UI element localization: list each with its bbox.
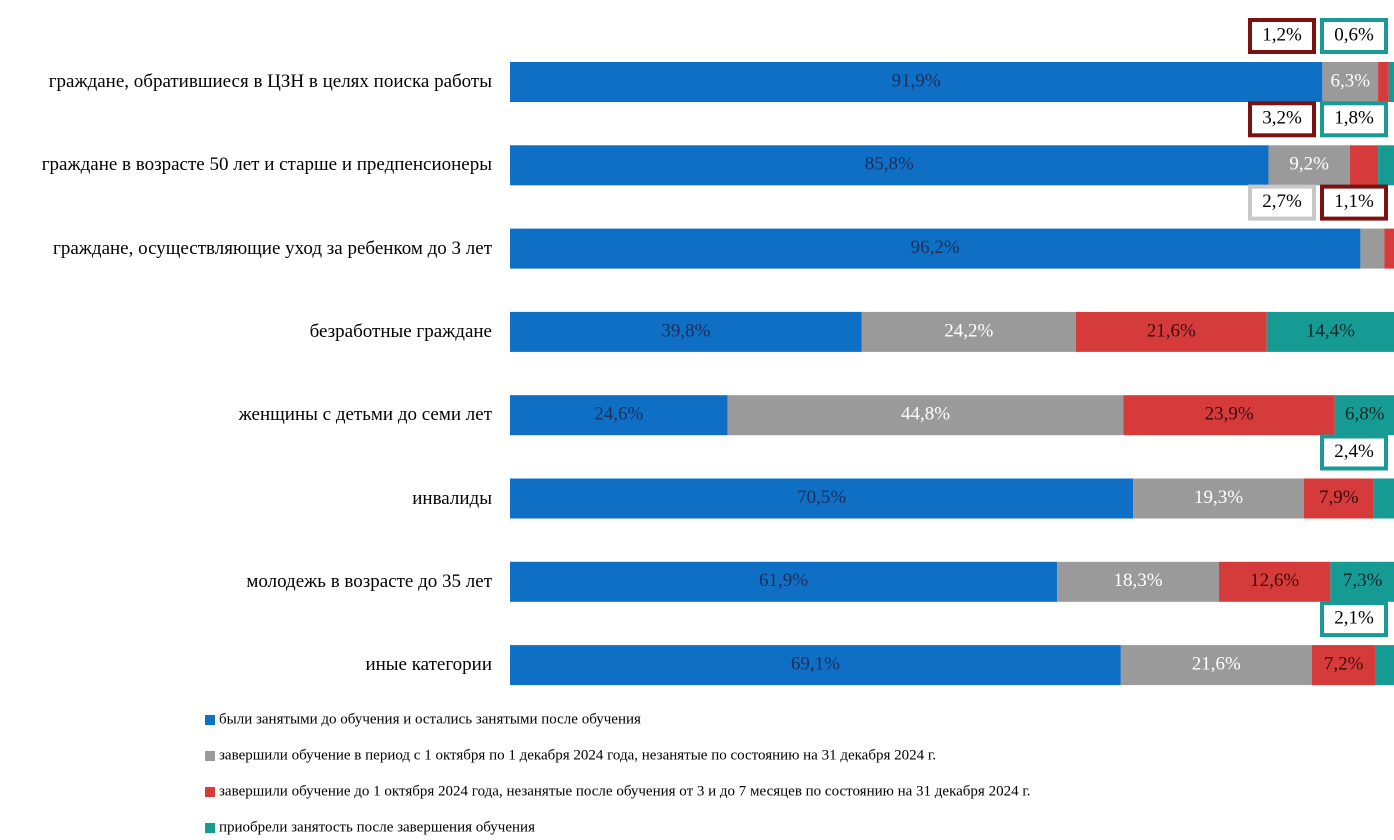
bar-segment	[1349, 145, 1379, 186]
bar-segment	[1311, 645, 1376, 686]
category-label: инвалиды	[0, 488, 492, 510]
category-label: молодежь в возрасте до 35 лет	[0, 571, 492, 593]
value-label: 61,9%	[759, 570, 808, 591]
label-box	[1320, 18, 1388, 54]
legend-label: завершили обучение до 1 октября 2024 год…	[219, 783, 1031, 799]
value-label: 1,1%	[1334, 191, 1374, 212]
legend-label: завершили обучение в период с 1 октября …	[219, 747, 936, 763]
label-box	[1248, 101, 1316, 138]
category-label: женщины с детьми до семи лет	[0, 404, 492, 426]
bar-segment	[1378, 145, 1394, 186]
legend-swatch	[205, 751, 215, 761]
bar-segment	[1360, 228, 1385, 269]
bar-segment	[1388, 62, 1394, 102]
category-text: граждане, обратившиеся в ЦЗН в целях пои…	[48, 71, 492, 92]
value-label: 21,6%	[1192, 653, 1241, 674]
category-text: граждане, осуществляющие уход за ребенко…	[53, 237, 492, 259]
label-box	[1320, 184, 1388, 221]
value-label: 9,2%	[1289, 154, 1329, 175]
label-box	[1320, 434, 1388, 471]
bar-segment	[510, 145, 1269, 186]
bar-segment	[1266, 311, 1394, 352]
bar-segment	[1334, 395, 1394, 436]
value-label: 24,2%	[944, 320, 993, 341]
bar-segment	[510, 395, 728, 436]
label-box	[1320, 101, 1388, 138]
value-label: 7,2%	[1324, 653, 1364, 674]
value-label: 2,4%	[1334, 441, 1374, 462]
value-label: 2,7%	[1262, 191, 1302, 212]
label-box	[1248, 18, 1316, 54]
value-label: 6,8%	[1345, 404, 1385, 425]
value-label: 0,6%	[1334, 24, 1374, 45]
value-label: 2,1%	[1334, 607, 1374, 628]
category-text: граждане в возрасте 50 лет и старше и пр…	[41, 154, 492, 176]
bar-segment	[1378, 62, 1389, 102]
value-label: 14,4%	[1306, 320, 1355, 341]
bar-segment	[1123, 395, 1335, 436]
legend-swatch	[205, 715, 215, 725]
value-label: 19,3%	[1194, 487, 1243, 508]
bar-segment	[510, 645, 1121, 686]
bar-segment	[1120, 645, 1312, 686]
category-text: молодежь в возрасте до 35 лет	[246, 570, 492, 592]
value-label: 21,6%	[1147, 320, 1196, 341]
bar-segment	[510, 561, 1058, 602]
value-label: 70,5%	[797, 487, 846, 508]
value-label: 44,8%	[901, 404, 950, 425]
value-label: 39,8%	[661, 320, 710, 341]
legend-label: были занятыми до обучения и остались зан…	[219, 711, 641, 727]
bar-segment	[1384, 228, 1394, 269]
bar-segment	[1322, 62, 1379, 102]
value-label: 7,3%	[1343, 570, 1383, 591]
bar-segment	[861, 311, 1076, 352]
value-label: 96,2%	[911, 237, 960, 258]
legend-label: приобрели занятость после завершения обу…	[219, 819, 535, 835]
value-label: 7,9%	[1319, 487, 1359, 508]
category-label: иные категории	[0, 654, 492, 676]
bar-segment	[1375, 645, 1394, 686]
value-label: 23,9%	[1205, 404, 1254, 425]
value-label: 1,2%	[1262, 24, 1302, 45]
bar-segment	[510, 478, 1134, 519]
bar-segment	[1133, 478, 1304, 519]
bar-segment	[1268, 145, 1350, 186]
category-label: граждане в возрасте 50 лет и старше и пр…	[0, 154, 492, 176]
category-text: женщины с детьми до семи лет	[238, 404, 492, 426]
bar-segment	[1303, 478, 1374, 519]
value-label: 91,9%	[892, 70, 941, 91]
legend-swatch	[205, 823, 215, 833]
category-label: безработные граждане	[0, 321, 492, 343]
category-label: граждане, обратившиеся в ЦЗН в целях пои…	[0, 71, 492, 93]
label-box	[1248, 184, 1316, 221]
value-label: 6,3%	[1330, 70, 1370, 91]
value-label: 12,6%	[1250, 570, 1299, 591]
category-text: безработные граждане	[309, 320, 492, 342]
value-label: 1,8%	[1334, 108, 1374, 129]
bar-segment	[1057, 561, 1219, 602]
legend-swatch	[205, 787, 215, 797]
value-label: 3,2%	[1262, 108, 1302, 129]
bar-segment	[1218, 561, 1331, 602]
bar-segment	[510, 62, 1323, 102]
value-label: 85,8%	[865, 154, 914, 175]
value-label: 18,3%	[1114, 570, 1163, 591]
bar-segment	[1330, 561, 1394, 602]
category-label: граждане, осуществляющие уход за ребенко…	[0, 238, 492, 260]
label-box	[1320, 601, 1388, 638]
value-label: 24,6%	[594, 404, 643, 425]
category-text: иные категории	[365, 654, 492, 676]
bar-segment	[1373, 478, 1394, 519]
bar-segment	[510, 311, 862, 352]
bar-segment	[510, 228, 1361, 269]
bar-segment	[727, 395, 1124, 436]
value-label: 69,1%	[791, 653, 840, 674]
bar-segment	[1075, 311, 1267, 352]
category-text: инвалиды	[412, 487, 492, 509]
